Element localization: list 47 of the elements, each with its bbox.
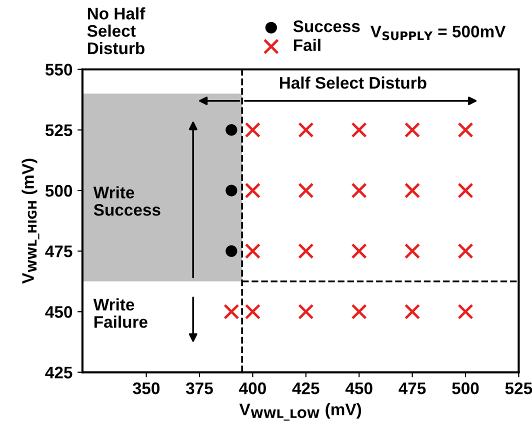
legend-label: Success <box>293 20 360 32</box>
text: V$_{SUPPLY}$ = 500mV <box>370 26 506 40</box>
point <box>298 304 314 320</box>
y-tick-label: 450 <box>45 306 72 318</box>
x-tick-label: 475 <box>398 382 426 394</box>
x-axis-title: V$_{WWL_LOW}$ (mV) <box>239 403 362 421</box>
x-tick-label: 375 <box>186 382 213 394</box>
x-tick-label: 525 <box>505 382 532 394</box>
point <box>404 304 420 320</box>
y-tick-label: 550 <box>45 64 72 76</box>
point <box>351 122 367 138</box>
point <box>244 243 261 259</box>
point <box>298 182 314 198</box>
annotation: Half Select Disturb <box>280 76 426 89</box>
text: No Half Select Disturb <box>87 7 146 54</box>
point <box>458 182 474 198</box>
point <box>298 122 314 138</box>
annotation: Write Success <box>93 186 160 216</box>
point <box>226 184 238 196</box>
point <box>458 122 474 138</box>
x-tick-label: 500 <box>452 382 479 394</box>
point <box>458 304 474 320</box>
point <box>244 304 261 320</box>
annotation: Write Failure <box>93 298 148 328</box>
y-tick-label: 525 <box>45 124 72 136</box>
legend-label: Fail <box>294 38 320 52</box>
point <box>226 245 238 257</box>
point <box>404 122 420 138</box>
y-tick-label: 500 <box>45 184 72 197</box>
point <box>404 243 420 259</box>
point <box>458 243 474 259</box>
y-tick-label: 475 <box>45 246 72 258</box>
point <box>351 243 367 259</box>
y-tick-label: 425 <box>45 366 72 378</box>
x-tick-label: 425 <box>292 382 320 394</box>
x-tick-label: 400 <box>239 382 266 394</box>
x-tick-label: 350 <box>132 382 160 394</box>
point <box>224 304 240 320</box>
point <box>226 124 238 136</box>
point <box>244 122 261 138</box>
point <box>351 182 367 198</box>
point <box>404 182 420 198</box>
point <box>298 243 314 259</box>
y-axis-title: V$_{WWL_HIGH}$ (mV) <box>22 158 40 284</box>
point <box>244 182 261 198</box>
point <box>351 304 367 320</box>
x-tick-label: 450 <box>345 382 372 394</box>
